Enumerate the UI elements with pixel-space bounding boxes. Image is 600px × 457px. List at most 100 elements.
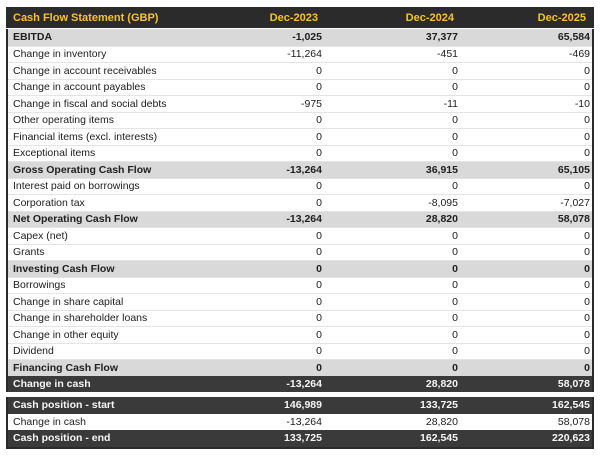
row-label: Change in share capital: [13, 295, 124, 308]
row-label: Capex (net): [13, 229, 68, 242]
row-label: Investing Cash Flow: [13, 262, 115, 275]
cell-value: 146,989: [284, 399, 322, 412]
cell-value: -7,027: [560, 196, 590, 209]
cell-value: 133,725: [420, 399, 458, 412]
cell-value: 220,623: [552, 432, 590, 445]
cell-value: 0: [316, 147, 322, 160]
cell-value: 0: [452, 114, 458, 127]
cell-value: 0: [316, 246, 322, 259]
row-label: Dividend: [13, 345, 54, 358]
cell-value: 0: [452, 147, 458, 160]
table-row: Change in other equity 0 0 0: [8, 326, 592, 343]
column-header-dec-2023: Dec-2023: [269, 11, 318, 24]
cell-value: 0: [584, 345, 590, 358]
cell-value: 0: [584, 229, 590, 242]
row-label: Change in cash: [13, 377, 91, 390]
row-label: Change in shareholder loans: [13, 312, 148, 325]
table-row: Change in account receivables 0 0 0: [8, 62, 592, 79]
cell-value: 0: [584, 114, 590, 127]
cell-value: 0: [584, 328, 590, 341]
cell-value: 162,545: [552, 399, 590, 412]
row-label: Exceptional items: [13, 147, 96, 160]
cell-value: 0: [584, 262, 590, 275]
cell-value: 0: [584, 361, 590, 374]
row-label: Net Operating Cash Flow: [13, 213, 138, 226]
table-row: Grants 0 0 0: [8, 243, 592, 260]
cell-value: 0: [316, 130, 322, 143]
cell-value: 0: [584, 246, 590, 259]
table-row: Change in share capital 0 0 0: [8, 293, 592, 310]
cell-value: -13,264: [286, 377, 322, 390]
row-label: Change in cash: [13, 415, 86, 428]
cell-value: -975: [300, 97, 322, 110]
row-label: Other operating items: [13, 114, 114, 127]
row-label: Change in account receivables: [13, 64, 157, 77]
row-label: Financing Cash Flow: [13, 361, 119, 374]
cell-value: 28,820: [425, 415, 458, 428]
row-label: Change in fiscal and social debts: [13, 97, 167, 110]
table-row: Other operating items 0 0 0: [8, 111, 592, 128]
cell-value: 0: [452, 361, 458, 374]
cell-value: 28,820: [425, 213, 458, 226]
table-row: Investing Cash Flow 0 0 0: [8, 260, 592, 277]
column-header-dec-2025: Dec-2025: [537, 11, 586, 24]
cell-value: -11: [443, 97, 458, 110]
table-row: EBITDA -1,025 37,377 65,584: [8, 29, 592, 46]
row-label: Cash position - start: [13, 399, 115, 412]
row-label: Change in other equity: [13, 328, 119, 341]
table-row: Interest paid on borrowings 0 0 0: [8, 177, 592, 194]
cell-value: 0: [584, 295, 590, 308]
table-row: Change in account payables 0 0 0: [8, 78, 592, 95]
row-label: Change in account payables: [13, 81, 146, 94]
cell-value: 0: [452, 262, 458, 275]
cell-value: -469: [568, 48, 590, 61]
cell-value: 0: [316, 279, 322, 292]
cell-value: 0: [452, 246, 458, 259]
cell-value: 0: [316, 196, 322, 209]
table-row: Exceptional items 0 0 0: [8, 144, 592, 161]
table-row: Borrowings 0 0 0: [8, 276, 592, 293]
cell-value: -10: [574, 97, 590, 110]
cell-value: 65,105: [557, 163, 590, 176]
row-label: Borrowings: [13, 279, 66, 292]
cell-value: 0: [316, 262, 322, 275]
cell-value: 36,915: [425, 163, 458, 176]
cell-value: 0: [452, 229, 458, 242]
cell-value: 0: [452, 130, 458, 143]
cell-value: 0: [316, 345, 322, 358]
table-body: EBITDA -1,025 37,377 65,584 Change in invent…: [6, 29, 594, 392]
cell-value: 58,078: [557, 213, 590, 226]
cell-value: 0: [452, 180, 458, 193]
table-row: Corporation tax 0 -8,095 -7,027: [8, 194, 592, 211]
cell-value: 133,725: [284, 432, 322, 445]
table-row: Change in fiscal and social debts -975 -11…: [8, 95, 592, 112]
cell-value: -1,025: [292, 31, 322, 44]
table-row: Gross Operating Cash Flow -13,264 36,915 65…: [8, 161, 592, 178]
table-row: Change in cash -13,264 28,820 58,078: [8, 375, 592, 392]
table-header-row: Cash Flow Statement (GBP) Dec-2023 Dec-2…: [6, 7, 594, 28]
table-row: Change in cash -13,264 28,820 58,078: [8, 413, 592, 430]
table-row: Financing Cash Flow 0 0 0: [8, 359, 592, 376]
cell-value: 0: [584, 130, 590, 143]
row-label: Change in inventory: [13, 48, 107, 61]
cell-value: 0: [452, 64, 458, 77]
row-label: EBITDA: [13, 31, 53, 44]
cash-flow-statement-table: Cash Flow Statement (GBP) Dec-2023 Dec-2…: [6, 7, 594, 449]
cell-value: 0: [316, 64, 322, 77]
cell-value: -8,095: [428, 196, 458, 209]
table-row: Cash position - end 133,725 162,545 220,623: [8, 430, 592, 447]
cell-value: 0: [452, 312, 458, 325]
cell-value: -13,264: [286, 163, 322, 176]
table-row: Change in inventory -11,264 -451 -469: [8, 45, 592, 62]
cell-value: 0: [316, 312, 322, 325]
cell-value: 65,584: [557, 31, 590, 44]
table-title: Cash Flow Statement (GBP): [13, 11, 159, 24]
cell-value: 0: [452, 328, 458, 341]
table-summary-section: Cash position - start 146,989 133,725 162,5…: [6, 397, 594, 449]
row-label: Interest paid on borrowings: [13, 180, 140, 193]
table-row: Financial items (excl. interests) 0 0 0: [8, 128, 592, 145]
cell-value: 0: [316, 229, 322, 242]
column-header-dec-2024: Dec-2024: [405, 11, 454, 24]
table-row: Cash position - start 146,989 133,725 162,5…: [8, 397, 592, 414]
